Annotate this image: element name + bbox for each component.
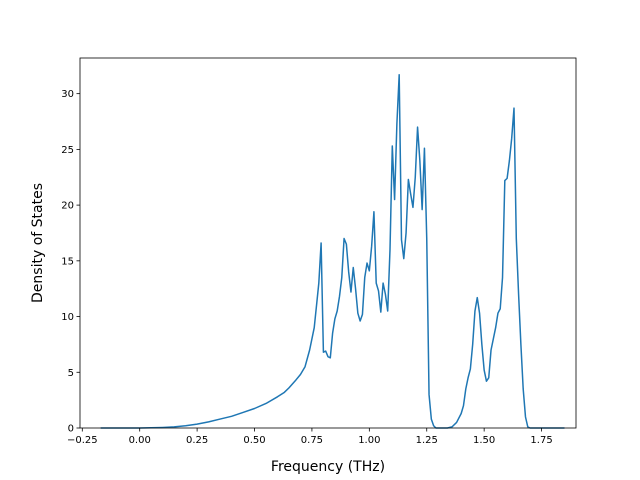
x-tick-label: 1.75 xyxy=(530,435,552,446)
series-line-0 xyxy=(100,73,565,429)
x-tick-label: 0.00 xyxy=(129,435,151,446)
y-axis-ticks: 0 5 10 15 20 25 30 xyxy=(61,89,80,435)
y-tick-label: 25 xyxy=(61,145,74,156)
x-tick-label: 0.25 xyxy=(186,435,208,446)
x-tick-label: 1.25 xyxy=(416,435,438,446)
dos-series-line xyxy=(100,73,565,429)
y-tick-label: 15 xyxy=(61,256,74,267)
x-tick-label: 0.75 xyxy=(301,435,323,446)
x-axis-ticks: −0.25 0.00 0.25 0.50 0.75 1.00 1.25 1.50 1.75 xyxy=(67,428,553,446)
y-tick-label: 5 xyxy=(68,368,74,379)
plot-frame xyxy=(79,57,577,429)
y-tick-label: 20 xyxy=(61,201,74,212)
x-tick-label: 0.50 xyxy=(243,435,265,446)
y-tick-label: 30 xyxy=(61,89,74,100)
x-axis-label: Frequency (THz) xyxy=(271,459,385,475)
y-axis-label: Density of States xyxy=(30,183,46,303)
y-tick-label: 0 xyxy=(68,424,74,435)
y-tick-label: 10 xyxy=(61,312,74,323)
x-tick-label: −0.25 xyxy=(67,435,98,446)
x-tick-label: 1.50 xyxy=(473,435,495,446)
x-tick-label: 1.00 xyxy=(358,435,380,446)
